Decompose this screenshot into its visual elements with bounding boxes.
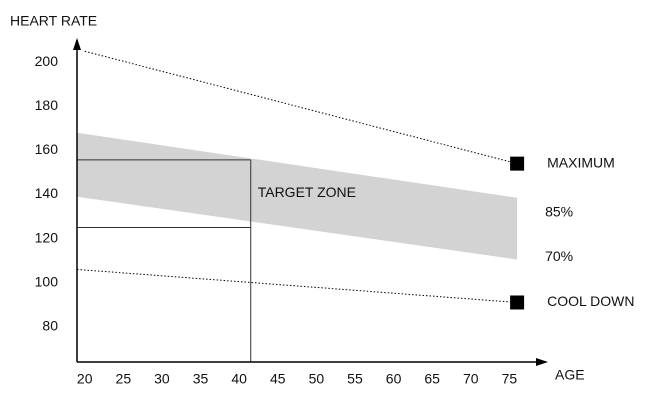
y-tick-label: 120 — [35, 229, 59, 245]
y-tick-label: 140 — [35, 185, 59, 201]
y-tick-label: 200 — [35, 53, 59, 69]
annotation: TARGET ZONE — [258, 184, 356, 200]
x-tick-label: 30 — [154, 371, 170, 387]
series-line — [84, 50, 518, 165]
x-tick-label: 65 — [424, 371, 440, 387]
end-marker — [510, 156, 525, 171]
series-label: 85% — [545, 203, 573, 219]
y-tick-label: 180 — [35, 97, 59, 113]
end-marker — [510, 295, 525, 310]
y-tick-label: 100 — [35, 273, 59, 289]
y-axis-label: HEART RATE — [10, 13, 97, 29]
x-tick-label: 20 — [77, 371, 93, 387]
y-tick-label: 160 — [35, 141, 59, 157]
series-label: 70% — [545, 248, 573, 264]
x-axis-arrow — [536, 358, 548, 366]
y-tick-label: 80 — [42, 317, 58, 333]
y-axis-arrow — [73, 38, 81, 50]
series-label: COOL DOWN — [547, 293, 634, 309]
x-axis-label: AGE — [555, 367, 585, 383]
x-tick-label: 60 — [386, 371, 402, 387]
x-tick-label: 25 — [116, 371, 132, 387]
x-tick-label: 45 — [270, 371, 286, 387]
target-band — [77, 132, 518, 260]
x-tick-label: 50 — [309, 371, 325, 387]
x-tick-label: 55 — [347, 371, 363, 387]
x-tick-label: 35 — [193, 371, 209, 387]
series-label: MAXIMUM — [547, 154, 615, 170]
series-line — [76, 268, 518, 303]
x-tick-label: 75 — [502, 371, 518, 387]
x-tick-label: 70 — [463, 371, 479, 387]
x-tick-label: 40 — [231, 371, 247, 387]
